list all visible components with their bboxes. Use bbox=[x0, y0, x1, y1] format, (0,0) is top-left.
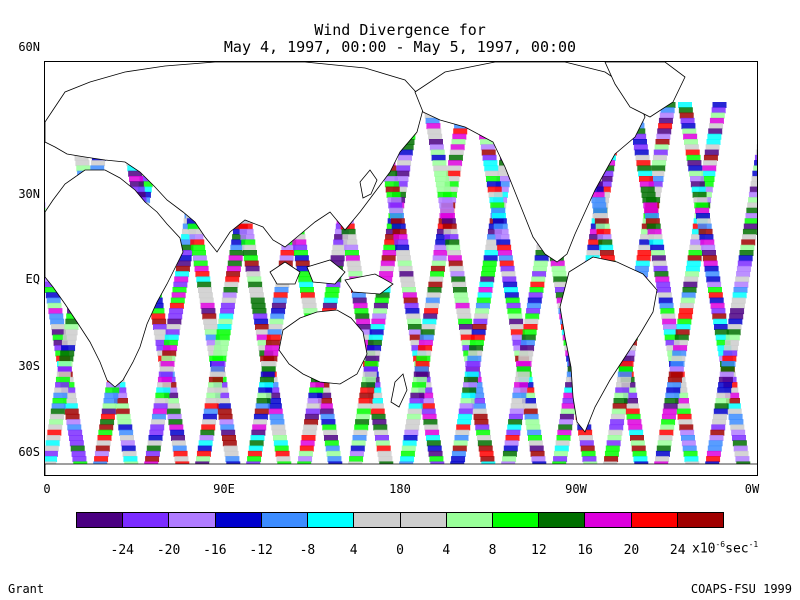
lon-label-0: 0 bbox=[43, 482, 51, 496]
lon-label-90w: 90W bbox=[565, 482, 587, 496]
color-swatch-6 bbox=[354, 513, 401, 527]
color-scale-tick-3: -12 bbox=[249, 543, 273, 558]
map-title-line-1: Wind Divergence for bbox=[314, 21, 486, 39]
swath-27 bbox=[704, 144, 757, 473]
organization-credit: COAPS-FSU 1999 bbox=[690, 582, 792, 596]
landmass-eurasia bbox=[45, 62, 426, 253]
color-scale-tick-5: 4 bbox=[349, 543, 358, 558]
landmass-new-zealand bbox=[390, 373, 408, 408]
landmass-antarctica bbox=[45, 463, 757, 475]
swath-25 bbox=[653, 102, 727, 473]
color-scale-tick-9: 12 bbox=[531, 543, 547, 558]
lat-label-30s: 30S bbox=[18, 359, 40, 373]
landmass-indonesia-1 bbox=[269, 261, 301, 285]
color-scale-bar bbox=[76, 512, 724, 528]
wind-divergence-map bbox=[44, 61, 758, 476]
landmass-japan bbox=[359, 169, 378, 199]
map-canvas bbox=[45, 62, 757, 475]
color-swatch-2 bbox=[169, 513, 216, 527]
units-label: x10-6sec-1 bbox=[692, 540, 759, 557]
lon-label-180: 180 bbox=[389, 482, 411, 496]
lon-label-0w: 0W bbox=[744, 482, 760, 496]
lon-label-90e: 90E bbox=[213, 482, 235, 496]
lat-label-eq: EQ bbox=[25, 272, 40, 286]
color-scale-tick-11: 20 bbox=[623, 543, 640, 558]
color-swatch-7 bbox=[400, 513, 447, 527]
color-swatch-5 bbox=[308, 513, 355, 527]
color-swatch-1 bbox=[123, 513, 170, 527]
author-credit: Grant bbox=[8, 582, 45, 596]
land-masses bbox=[45, 62, 757, 475]
landmass-new-guinea bbox=[344, 273, 394, 295]
color-swatch-8 bbox=[446, 513, 493, 527]
landmass-africa bbox=[45, 169, 184, 388]
color-scale-tick-6: 0 bbox=[396, 543, 404, 558]
color-scale-tick-7: 4 bbox=[442, 543, 451, 558]
landmass-australia bbox=[278, 309, 368, 385]
color-scale-tick-0: -24 bbox=[110, 543, 135, 558]
map-title-line-2: May 4, 1997, 00:00 - May 5, 1997, 00:00 bbox=[223, 38, 577, 56]
color-swatch-11 bbox=[585, 513, 632, 527]
color-swatch-12 bbox=[631, 513, 678, 527]
landmass-south-america bbox=[559, 256, 658, 433]
landmass-greenland bbox=[604, 62, 686, 118]
lat-label-60n: 60N bbox=[18, 40, 40, 54]
color-scale-tick-12: 24 bbox=[669, 543, 686, 558]
color-swatch-13 bbox=[677, 513, 724, 527]
color-swatch-4 bbox=[261, 513, 309, 527]
color-scale-tick-4: -8 bbox=[299, 543, 316, 558]
lat-label-30n: 30N bbox=[18, 187, 40, 201]
lat-label-60s: 60S bbox=[18, 445, 40, 459]
landmass-indonesia-2 bbox=[306, 259, 346, 285]
color-swatch-3 bbox=[215, 513, 262, 527]
color-scale-tick-10: 16 bbox=[577, 543, 593, 558]
landmass-north-america bbox=[414, 62, 646, 263]
color-scale-tick-1: -20 bbox=[156, 543, 181, 558]
color-scale-tick-8: 8 bbox=[488, 543, 497, 558]
color-swatch-10 bbox=[539, 513, 586, 527]
color-swatch-9 bbox=[492, 513, 540, 527]
color-scale-tick-2: -16 bbox=[203, 543, 227, 558]
color-swatch-0 bbox=[77, 513, 124, 527]
